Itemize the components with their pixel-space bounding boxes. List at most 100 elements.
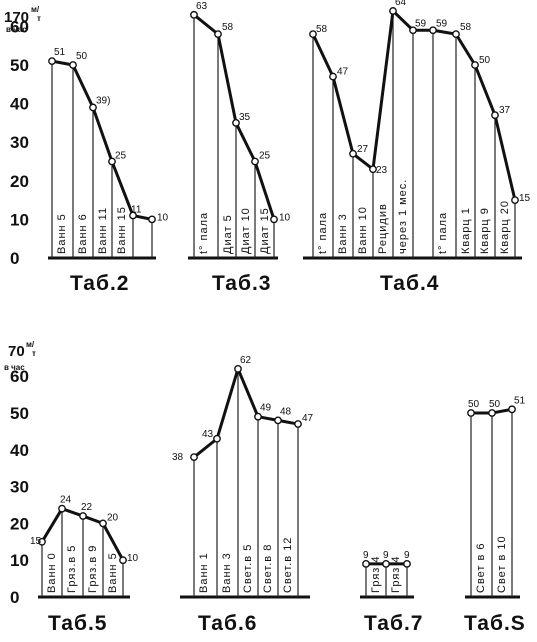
data-label: 51 xyxy=(514,395,526,406)
bar-label: Рецидив xyxy=(377,203,389,254)
top-axis-ticks: 60 50 40 30 20 10 0 xyxy=(10,17,29,268)
data-point xyxy=(329,72,337,81)
data-label: 62 xyxy=(240,355,252,366)
data-point xyxy=(349,149,357,158)
bar-label: Ванн 10 xyxy=(357,206,369,254)
data-label: 20 xyxy=(107,512,119,523)
bar-label: Кварц 1 xyxy=(460,207,472,254)
data-label: 64 xyxy=(395,0,407,8)
data-point xyxy=(48,57,56,66)
bottom-axis-unit: 70 м/ т в час xyxy=(4,340,36,372)
data-label: 49 xyxy=(260,403,272,414)
bottom-axis-unit-sup: м/ xyxy=(26,340,35,349)
data-point xyxy=(234,364,242,373)
series-line xyxy=(51,59,153,221)
data-label: 10 xyxy=(157,212,169,223)
data-label: 37 xyxy=(499,105,511,116)
data-point xyxy=(309,30,317,39)
data-label: 58 xyxy=(316,24,328,35)
data-point xyxy=(467,409,475,417)
top-axis-unit: 170 м/ т в час xyxy=(4,5,41,34)
y-tick-label: 40 xyxy=(10,95,29,114)
data-label: 22 xyxy=(81,502,93,513)
bar-label: t° пала xyxy=(198,212,210,254)
data-point xyxy=(251,157,259,166)
series-line xyxy=(311,9,517,201)
data-label: 51 xyxy=(54,47,66,58)
top-axis-unit-value: 170 xyxy=(4,9,29,26)
data-label: 27 xyxy=(357,144,369,155)
data-point xyxy=(214,30,222,39)
chart-panel-1: 51 50 39) 25 11 10 Ванн 5 Ванн 6 Ванн 11 Ванн 15 Т… xyxy=(48,47,169,295)
data-label: 59 xyxy=(415,18,427,29)
data-label: 35 xyxy=(239,112,251,123)
bar-label: Гряз 4 xyxy=(390,555,402,593)
data-point xyxy=(232,119,240,127)
bar-label: Ванн 5 xyxy=(56,213,68,254)
bar-label: Диат 15 xyxy=(259,207,271,254)
y-tick-label: 10 xyxy=(10,551,29,570)
y-tick-label: 40 xyxy=(10,441,29,460)
panel-title: Таб.S xyxy=(464,612,526,635)
data-label: 50 xyxy=(468,399,480,410)
y-tick-label: 50 xyxy=(10,56,29,75)
data-label: 39) xyxy=(96,95,110,106)
bar-label: Свет.в 12 xyxy=(282,537,294,593)
data-point xyxy=(148,215,156,224)
bar-label: Ванн 5 xyxy=(107,552,119,593)
y-tick-label: 20 xyxy=(10,172,29,191)
data-point xyxy=(389,7,397,15)
bar-label: Ванн 3 xyxy=(337,213,349,254)
panel-title: Таб.7 xyxy=(364,612,423,635)
bar-label: Ванн 1 xyxy=(198,552,210,593)
data-point xyxy=(99,519,107,528)
data-point xyxy=(403,559,411,568)
bar-label: Свет в 10 xyxy=(496,535,508,593)
data-label: 15 xyxy=(30,536,42,547)
chart-panel-3: 58 47 27 23 64 59 59 58 50 37 15 t° пала Ванн 3 Ванн … xyxy=(303,0,531,295)
data-point xyxy=(119,556,127,565)
data-point xyxy=(508,405,516,414)
bar-label: t° пала xyxy=(317,212,329,254)
bottom-axis-unit-sub: т xyxy=(32,349,36,358)
data-point xyxy=(89,103,97,112)
data-label: 47 xyxy=(302,413,314,424)
data-point xyxy=(69,61,77,69)
panel-title: Таб.5 xyxy=(48,612,107,635)
data-point xyxy=(254,412,262,421)
top-axis-unit-sub: т xyxy=(37,14,41,23)
bottom-axis-ticks: 60 50 40 30 20 10 0 xyxy=(10,367,29,607)
y-tick-label: 60 xyxy=(10,367,29,386)
data-label: 43 xyxy=(202,429,214,440)
data-point xyxy=(129,211,137,220)
data-label: 63 xyxy=(196,1,208,12)
data-label: 10 xyxy=(279,212,291,223)
bar-label: Диат 10 xyxy=(240,207,252,254)
bar-label: Гряз.в 9 xyxy=(87,545,99,593)
bar-label: Свет.в 5 xyxy=(242,544,254,593)
chart-panel-7: 50 50 51 Свет в 6 Свет в 10 Таб.S xyxy=(464,395,526,635)
data-label: 38 xyxy=(172,452,184,463)
data-label: 50 xyxy=(489,399,501,410)
data-label: 11 xyxy=(131,205,142,216)
bar-label: Свет.в 8 xyxy=(262,544,274,593)
data-label: 15 xyxy=(519,193,531,204)
data-label: 58 xyxy=(460,22,472,33)
panel-title: Таб.3 xyxy=(212,272,271,295)
data-label: 25 xyxy=(259,151,271,162)
data-point xyxy=(488,409,496,417)
bar-label: Ванн 15 xyxy=(116,206,128,254)
bar-label: Ванн 3 xyxy=(221,552,233,593)
bar-label: Ванн 6 xyxy=(77,213,89,254)
bar-label: Гряз.в 5 xyxy=(66,545,78,593)
data-label: 9 xyxy=(363,550,369,561)
data-label: 23 xyxy=(376,165,388,176)
y-tick-label: 10 xyxy=(10,210,29,229)
chart-panels: 51 50 39) 25 11 10 Ванн 5 Ванн 6 Ванн 11 Ванн 15 Т… xyxy=(30,0,531,635)
bar-label: Диат 5 xyxy=(222,214,234,254)
bar-label: Гряз 4 xyxy=(370,555,382,593)
top-axis-unit-per: в час xyxy=(6,25,27,34)
data-point xyxy=(294,420,302,428)
bar-label: через 1 мес. xyxy=(397,179,409,254)
data-point xyxy=(190,453,198,462)
